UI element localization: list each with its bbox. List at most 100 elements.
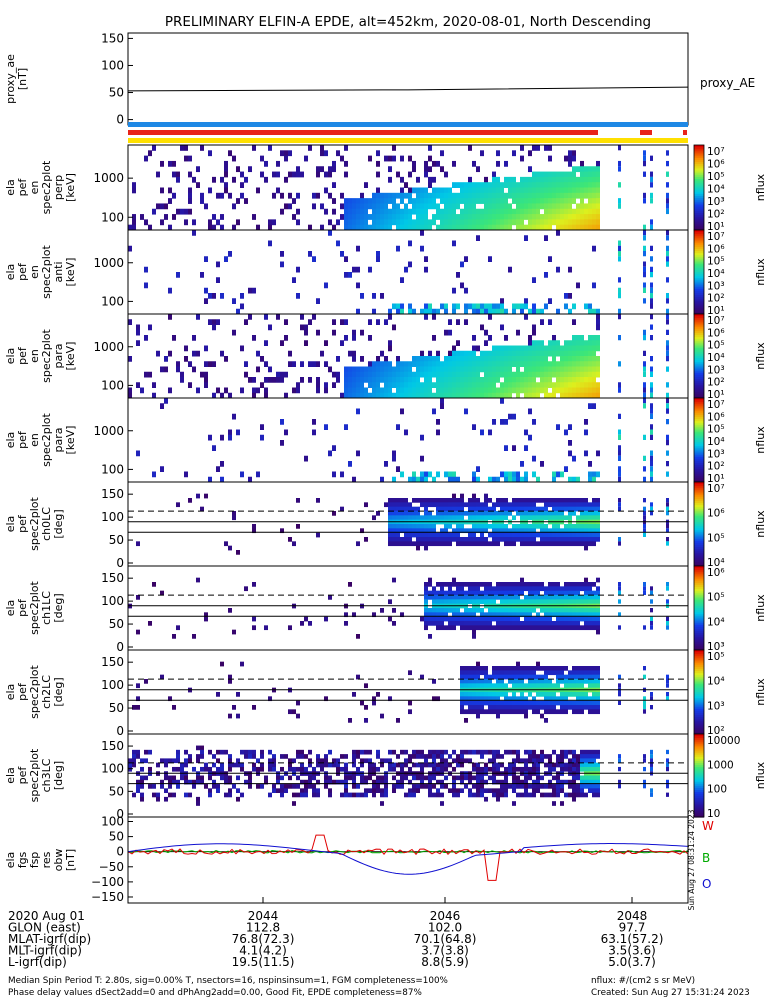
colorbar-segment [694,706,704,710]
heatmap-cell [476,524,480,529]
heatmap-cell [472,392,476,399]
heatmap-cell [596,705,600,710]
heatmap-cell [536,524,540,529]
colorbar-segment [694,713,704,716]
heatmap-cell [460,788,464,794]
heatmap-cell [564,541,568,547]
heatmap-cell [524,595,528,600]
heatmap-cell [650,303,653,309]
colorbar-segment [694,496,704,500]
heatmap-cell [540,356,544,362]
heatmap-cell [460,541,464,547]
heatmap-cell [516,329,520,336]
heatmap-cell [312,784,316,789]
heatmap-cell [484,616,488,622]
heatmap-cell [528,670,532,676]
heatmap-cell [136,749,140,755]
heatmap-cell [556,345,560,352]
heatmap-cell [540,198,544,204]
heatmap-cell [504,625,508,631]
colorbar-segment [694,202,704,206]
heatmap-cell [584,674,588,680]
heatmap-cell [396,356,400,362]
heatmap-cell [520,511,524,516]
heatmap-cell [536,762,540,768]
heatmap-cell [308,251,312,257]
colorbar-segment [694,540,704,544]
heatmap-cell [344,621,348,626]
heatmap-cell [452,625,456,631]
heatmap-cell [440,187,444,194]
heatmap-cell [572,214,576,220]
heatmap-cell [536,382,540,388]
heatmap-cell [580,595,584,600]
heatmap-cell [280,419,284,425]
heatmap-cell [168,779,172,785]
heatmap-cell [272,788,276,794]
heatmap-cell [436,366,440,373]
heatmap-cell [356,749,360,755]
heatmap-cell [488,476,492,483]
heatmap-cell [596,361,600,367]
heatmap-cell [344,392,348,399]
heatmap-cell [428,754,432,759]
heatmap-cell [548,590,552,596]
heatmap-cell [552,345,556,352]
heatmap-cell [552,335,556,341]
heatmap-cell [412,219,416,226]
heatmap-cell [480,537,484,542]
heatmap-cell [412,392,416,399]
heatmap-cell [588,700,592,706]
heatmap-cell [643,528,646,533]
heatmap-cell [584,192,588,199]
heatmap-cell [468,356,472,362]
heatmap-cell [492,749,496,755]
heatmap-cell [400,366,404,373]
colorbar-segment [694,301,704,305]
heatmap-cell [560,692,564,697]
heatmap-cell [344,219,348,226]
heatmap-cell [572,303,576,310]
heatmap-cell [556,586,560,592]
heatmap-cell [388,532,392,538]
heatmap-cell [492,187,496,194]
heatmap-cell [372,779,376,785]
heatmap-cell [376,366,380,373]
heatmap-cell [596,382,600,388]
heatmap-cell [544,377,548,383]
colorbar-tick-label: 100 [707,784,727,796]
heatmap-cell [552,350,556,357]
heatmap-cell [548,683,552,689]
heatmap-cell [316,171,320,178]
heatmap-cell [208,187,212,194]
heatmap-cell [224,387,228,394]
heatmap-cell [666,524,669,529]
colorbar-segment [694,358,704,361]
heatmap-cell [592,403,596,409]
colorbar-segment [694,227,704,231]
heatmap-cell [412,377,416,383]
heatmap-cell [288,766,292,772]
heatmap-cell [596,182,600,188]
heatmap-cell [532,502,536,508]
heatmap-cell [596,679,600,684]
heatmap-cell [448,754,452,759]
heatmap-cell [432,541,436,547]
colorbar-segment [694,265,704,269]
heatmap-cell [132,224,136,231]
heatmap-cell [540,625,544,631]
heatmap-cell [508,506,512,512]
colorbar-segment [694,742,704,745]
heatmap-cell [488,392,492,399]
heatmap-cell [588,621,592,626]
heatmap-cell [643,224,646,230]
heatmap-cell [596,319,600,325]
heatmap-cell [480,506,484,512]
heatmap-cell [236,550,240,555]
heatmap-cell [536,361,540,367]
colorbar-tick-label: 1000 [707,759,734,771]
heatmap-cell [568,345,572,352]
heatmap-cell [400,541,404,547]
heatmap-cell [504,371,508,378]
heatmap-cell [592,192,596,199]
